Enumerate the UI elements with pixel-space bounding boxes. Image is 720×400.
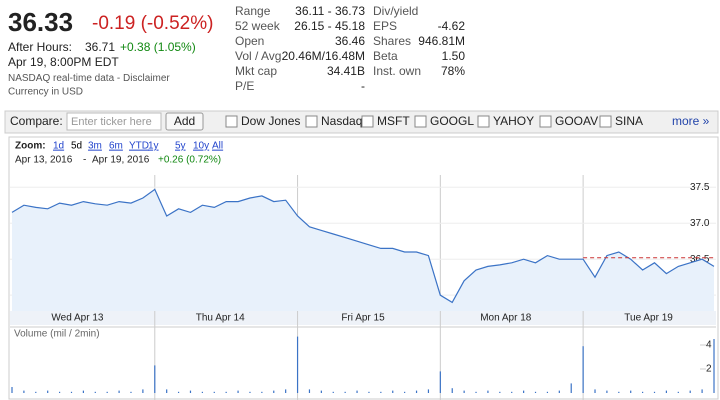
ticker-label: MSFT [377,114,410,128]
stat-value: 20.46M/16.48M [282,49,365,63]
add-button-label: Add [174,114,195,128]
zoom-label: Zoom: [15,141,46,152]
zoom-option[interactable]: 1y [148,141,159,152]
ticker-label: GOOAV [555,114,598,128]
price-line [11,188,715,304]
after-hours-price: 36.71 [85,40,115,54]
ticker-label: SINA [615,114,643,128]
chart-panel [8,136,719,400]
day-label: Fri Apr 15 [341,313,385,324]
stat-label: Range [235,4,271,18]
y-tick-label: 37.0 [690,218,710,229]
y-tick-label: 37.5 [690,182,710,193]
zoom-option[interactable]: 5y [175,141,186,152]
volume-tick-label: 4 [706,340,712,351]
stat-value: - [361,79,365,93]
zoom-option[interactable]: 5d [71,141,82,152]
stat-label: Shares [373,34,411,48]
source: NASDAQ real-time data - Disclaimer [8,73,170,84]
ticker-checkbox[interactable] [361,115,374,128]
ticker-placeholder: Enter ticker here [71,116,152,128]
stat-label: Mkt cap [235,64,277,78]
stat-label: Open [235,34,264,48]
add-button[interactable] [165,112,204,131]
ticker-checkbox[interactable] [539,115,552,128]
range-change: +0.26 (0.72%) [158,155,221,166]
zoom-option[interactable]: All [212,141,223,152]
change: -0.19 (-0.52%) [92,13,213,34]
stat-label: EPS [373,19,397,33]
zoom-option[interactable]: 3m [88,141,102,152]
stat-value: 36.46 [335,34,365,48]
price-area [12,189,714,311]
ticker-label: GOOGL [430,114,474,128]
ticker-checkbox[interactable] [225,115,238,128]
ticker-label: Nasdaq [321,114,362,128]
zoom-option[interactable]: 10y [193,141,209,152]
range-separator: - [83,155,86,166]
zoom-option[interactable]: 6m [109,141,123,152]
stat-label: Div/yield [373,4,418,18]
volume-label: Volume (mil / 2min) [14,329,100,340]
ticker-checkbox[interactable] [305,115,318,128]
day-axis [10,311,716,325]
range-end: Apr 19, 2016 [92,155,150,166]
stat-value: 78% [441,64,465,78]
stat-label: Beta [373,49,398,63]
ticker-input[interactable] [66,112,162,131]
ticker-checkbox[interactable] [414,115,427,128]
stat-value: 1.50 [442,49,466,63]
stat-value: 946.81M [418,34,465,48]
stat-label: 52 week [235,19,281,33]
day-label: Wed Apr 13 [51,313,104,324]
ticker-label: Dow Jones [241,114,300,128]
compare-label: Compare: [10,114,63,128]
after-hours-label: After Hours: [8,40,72,54]
quote-date: Apr 19, 8:00PM EDT [8,55,119,69]
day-label: Mon Apr 18 [480,313,532,324]
stat-value: 36.11 - 36.73 [295,4,365,18]
disclaimer[interactable]: Disclaimer [123,73,170,84]
price: 36.33 [8,7,73,37]
stat-label: P/E [235,79,254,93]
stat-label: Vol / Avg. [235,49,285,63]
stat-value: 26.15 - 45.18 [294,19,365,33]
stat-value: -4.62 [438,19,466,33]
range-start: Apr 13, 2016 [15,155,73,166]
more-link[interactable]: more » [672,114,710,128]
source-text: NASDAQ real-time data - [8,73,123,84]
ticker-checkbox[interactable] [599,115,612,128]
ticker-checkbox[interactable] [477,115,490,128]
volume-tick-label: 2 [706,364,712,375]
day-label: Tue Apr 19 [624,313,673,324]
day-label: Thu Apr 14 [196,313,245,324]
currency: Currency in USD [8,87,83,98]
ticker-label: YAHOY [493,114,534,128]
after-hours-change: +0.38 (1.05%) [120,40,196,54]
stat-label: Inst. own [373,64,421,78]
zoom-option[interactable]: YTD [129,141,149,152]
stat-value: 34.41B [327,64,365,78]
zoom-option[interactable]: 1d [53,141,64,152]
